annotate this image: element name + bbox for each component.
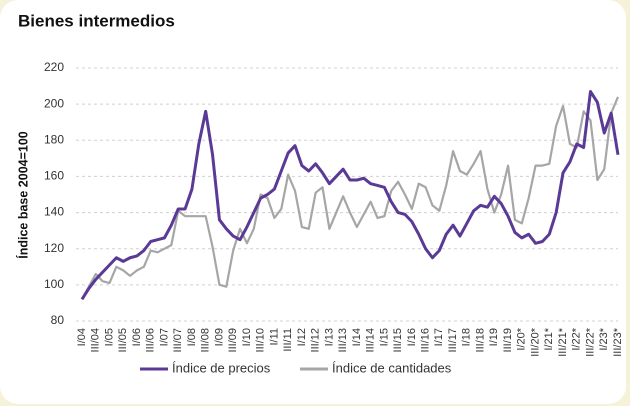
x-tick-label: I/21* [543,327,555,350]
x-tick-label: III/04 [90,328,102,352]
x-tick-label: I/17 [433,328,445,346]
x-tick-label: I/19 [488,328,500,346]
y-tick-label: 180 [44,132,64,146]
x-tick-label: III/08 [200,328,212,352]
x-tick-label: I/08 [186,328,198,346]
series-line [80,89,620,301]
x-tick-label: III/09 [227,328,239,352]
y-tick-label: 140 [44,205,64,219]
x-tick-label: III/18 [474,328,486,352]
x-tick-label: I/15 [378,328,390,346]
y-tick-label: 80 [51,313,65,327]
x-tick-label: I/16 [406,328,418,346]
x-tick-label: III/06 [145,328,157,352]
legend-label: Índice de precios [172,360,271,375]
x-tick-label: I/10 [241,328,253,346]
chart-title: Bienes intermedios [18,11,175,30]
x-tick-label: III/05 [117,328,129,352]
x-tick-label: I/07 [158,328,170,346]
x-tick-label: III/22* [584,327,596,356]
x-tick-label: III/11 [282,328,294,352]
x-tick-label: I/06 [131,328,143,346]
x-tick-label: I/23* [598,327,610,350]
x-tick-label: III/23* [612,327,624,356]
y-tick-label: 160 [44,169,64,183]
y-tick-label: 200 [44,96,64,110]
series-line [81,96,620,300]
x-tick-label: III/20* [529,327,541,356]
x-tick-label: I/12 [296,328,308,346]
x-tick-label: III/12 [310,328,322,352]
x-tick-label: III/17 [447,328,459,352]
x-tick-label: I/09 [213,328,225,346]
x-tick-label: I/05 [103,328,115,346]
legend-label: Índice de cantidades [332,360,452,375]
x-tick-label: III/19 [502,328,514,352]
y-tick-label: 100 [44,277,64,291]
x-tick-label: I/18 [461,328,473,346]
x-tick-label: III/15 [392,328,404,352]
x-tick-label: III/07 [172,328,184,352]
x-tick-label: III/13 [337,328,349,352]
y-axis-label: Índice base 2004=100 [15,131,30,259]
y-tick-label: 120 [44,241,64,255]
x-tick-label: I/04 [76,328,88,346]
x-tick-label: III/14 [365,328,377,352]
x-tick-label: I/13 [323,328,335,346]
y-tick-label: 220 [44,60,64,74]
x-tick-label: III/21* [557,327,569,356]
x-tick-label: I/20* [516,327,528,350]
x-tick-label: III/10 [255,328,267,352]
x-tick-label: III/16 [419,328,431,352]
x-tick-label: I/11 [268,328,280,346]
x-tick-label: I/22* [571,327,583,350]
x-tick-label: I/14 [351,328,363,346]
